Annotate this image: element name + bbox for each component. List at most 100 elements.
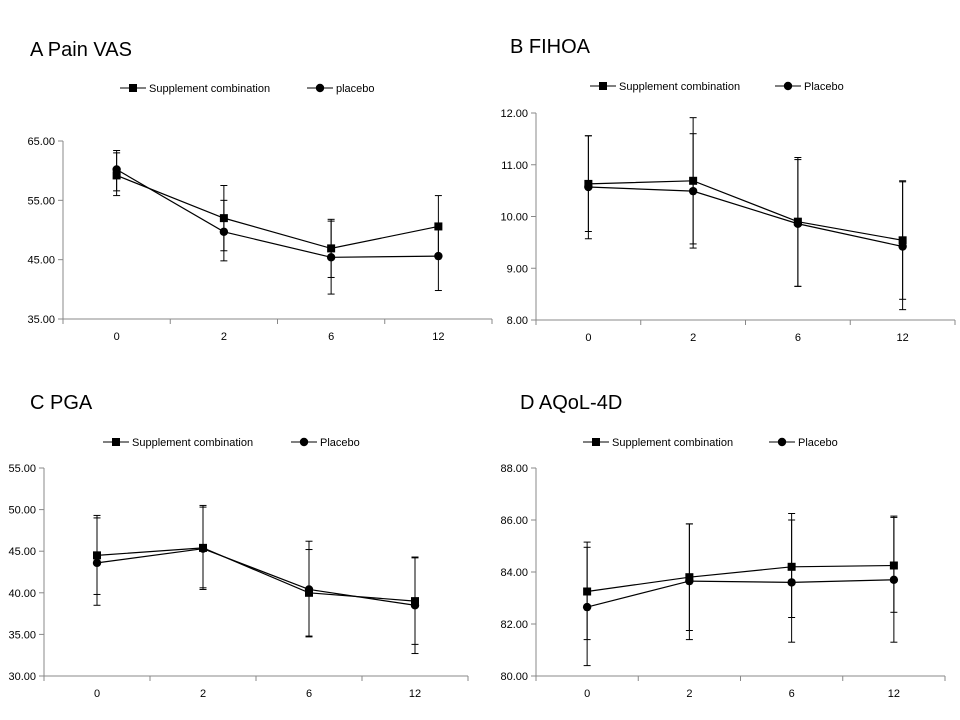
legend-item: Supplement combination: [583, 437, 733, 449]
legend-item: Supplement combination: [590, 81, 740, 93]
legend-label: Supplement combination: [619, 81, 740, 93]
data-point-circle: [92, 558, 102, 568]
data-point-circle: [889, 575, 899, 584]
legend-marker-circle: [783, 81, 793, 91]
series-line: [587, 564, 894, 593]
chart-title: D AQoL-4D: [520, 392, 622, 414]
data-point-square: [434, 222, 443, 231]
series-line: [96, 547, 416, 602]
legend-item: Supplement combination: [120, 83, 270, 95]
x-tick-label: 0: [584, 688, 590, 700]
data-series: [583, 513, 898, 641]
x-tick-label: 2: [200, 688, 206, 700]
x-tick-label: 0: [585, 332, 591, 344]
x-tick-label: 0: [114, 331, 120, 343]
chart-title: B FIHOA: [510, 36, 591, 58]
data-point-circle: [198, 544, 208, 553]
series-line: [588, 186, 903, 248]
data-point-circle: [434, 251, 443, 261]
y-tick-label: 45.00: [27, 255, 55, 267]
chart-panel: C PGA Supplement combination Placebo 30.00 3…: [8, 392, 469, 700]
data-point-circle: [219, 227, 229, 236]
y-tick-label: 86.00: [500, 515, 528, 527]
data-point-circle: [410, 601, 420, 610]
y-tick-label: 12.00: [500, 108, 528, 120]
x-tick-label: 0: [94, 688, 100, 700]
data-point-circle: [584, 182, 593, 192]
y-tick-label: 55.00: [27, 195, 55, 207]
data-point-circle: [898, 242, 907, 251]
x-tick-label: 12: [888, 688, 900, 700]
legend-marker-square: [129, 84, 137, 92]
data-series: [112, 152, 443, 278]
y-tick-label: 45.00: [8, 546, 36, 558]
data-point-circle: [787, 578, 796, 587]
data-point-circle: [582, 602, 592, 612]
x-tick-label: 2: [690, 332, 696, 344]
data-series: [584, 117, 907, 300]
chart-title: C PGA: [30, 392, 93, 414]
chart-panel: B FIHOA Supplement combination Placebo 8.00…: [500, 36, 956, 344]
legend-marker-circle: [315, 83, 325, 93]
y-tick-label: 9.00: [507, 263, 528, 275]
series-line: [588, 180, 903, 241]
data-series: [582, 516, 899, 667]
data-point-circle: [688, 186, 698, 196]
data-series: [112, 149, 443, 295]
data-point-circle: [304, 585, 314, 594]
legend-label: Placebo: [798, 437, 838, 449]
legend-marker-circle: [299, 437, 309, 447]
chart-panel: D AQoL-4D Supplement combination Placebo 80…: [500, 392, 946, 700]
legend-item: Placebo: [769, 437, 838, 449]
y-tick-label: 55.00: [8, 463, 36, 475]
data-point-circle: [685, 576, 694, 586]
series-line: [96, 548, 416, 606]
series-line: [116, 168, 439, 258]
legend-marker-square: [112, 438, 120, 446]
data-series: [92, 506, 420, 655]
x-tick-label: 6: [328, 331, 334, 343]
x-tick-label: 2: [221, 331, 227, 343]
x-tick-label: 6: [306, 688, 312, 700]
legend-marker-circle: [777, 437, 787, 447]
y-tick-label: 40.00: [8, 588, 36, 600]
y-tick-label: 10.00: [500, 212, 528, 224]
legend-label: Supplement combination: [149, 83, 270, 95]
x-tick-label: 12: [897, 332, 909, 344]
y-tick-label: 84.00: [500, 567, 528, 579]
legend-label: Supplement combination: [132, 437, 253, 449]
legend-marker-square: [599, 82, 607, 90]
legend-label: placebo: [336, 83, 375, 95]
series-line: [586, 579, 894, 608]
chart-panel: A Pain VAS Supplement combination placebo 3…: [27, 39, 493, 343]
y-tick-label: 65.00: [27, 136, 55, 148]
chart-title: A Pain VAS: [30, 39, 132, 61]
data-point-circle: [326, 253, 336, 262]
y-tick-label: 80.00: [500, 671, 528, 683]
data-series: [584, 133, 907, 311]
legend-item: Placebo: [775, 81, 844, 93]
data-point-circle: [112, 165, 121, 174]
y-tick-label: 50.00: [8, 505, 36, 517]
legend-item: Supplement combination: [103, 437, 253, 449]
x-tick-label: 6: [789, 688, 795, 700]
legend-label: Supplement combination: [612, 437, 733, 449]
x-tick-label: 6: [795, 332, 801, 344]
series-line: [116, 174, 439, 250]
x-tick-label: 12: [409, 688, 421, 700]
data-point-circle: [793, 219, 803, 228]
y-tick-label: 88.00: [500, 463, 528, 475]
legend-item: placebo: [307, 83, 375, 95]
y-tick-label: 30.00: [8, 671, 36, 683]
legend-label: Placebo: [320, 437, 360, 449]
legend-item: Placebo: [291, 437, 360, 449]
data-series: [93, 504, 419, 645]
y-tick-label: 82.00: [500, 619, 528, 631]
x-tick-label: 12: [432, 331, 444, 343]
legend-label: Placebo: [804, 81, 844, 93]
y-tick-label: 8.00: [507, 315, 528, 327]
y-tick-label: 11.00: [501, 160, 528, 172]
x-tick-label: 2: [686, 688, 692, 700]
legend-marker-square: [592, 438, 600, 446]
